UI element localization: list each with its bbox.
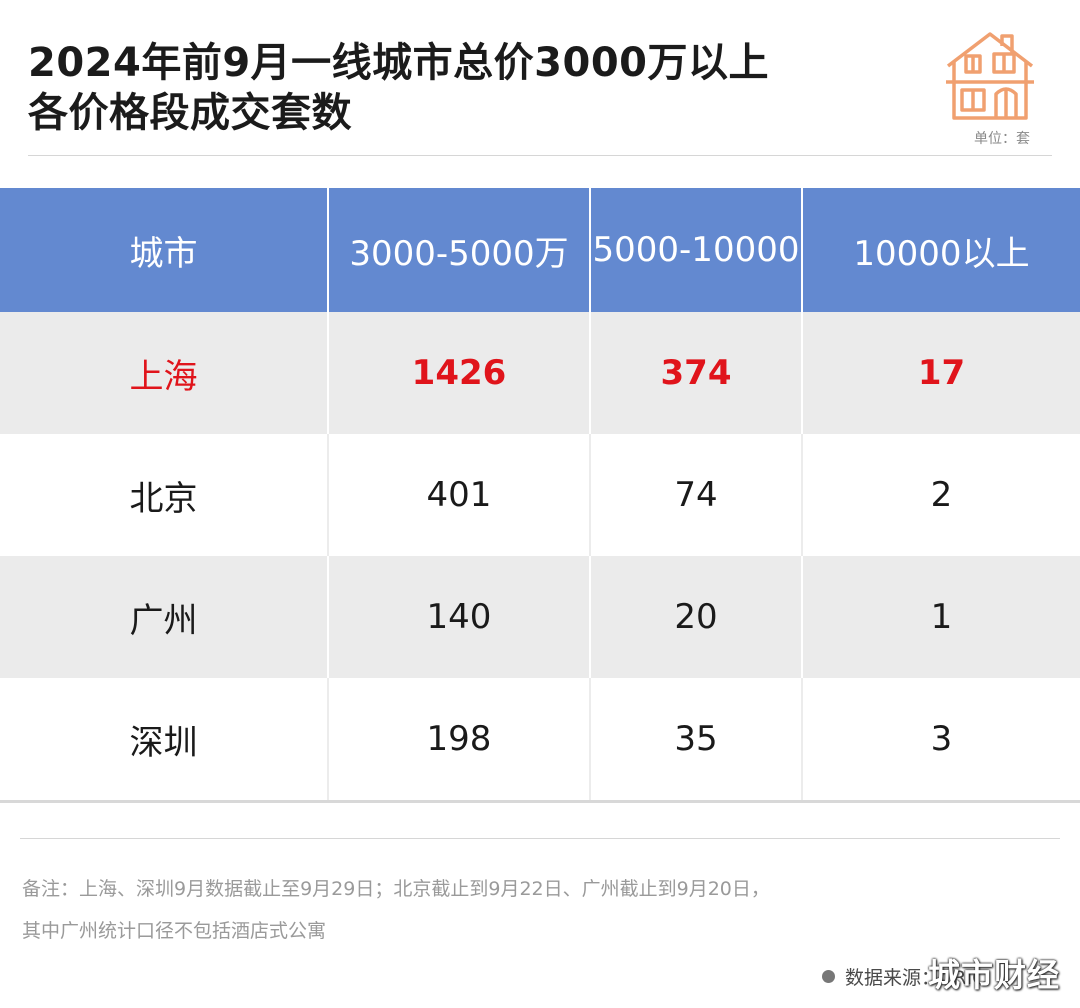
header-row: 城市 3000-5000万 5000-10000 10000以上 [0,188,1080,312]
footnote-line-1: 备注：上海、深圳9月数据截止至9月29日；北京截止到9月22日、广州截止到9月2… [22,878,770,900]
footnote-line-2: 其中广州统计口径不包括酒店式公寓 [22,920,327,942]
bullet-icon [822,970,835,983]
column-header-city: 城市 [0,188,329,312]
table-bottom-border [0,800,1080,803]
value-cell: 17 [802,312,1080,434]
value-cell: 20 [590,556,803,678]
data-source-text: 数据来源：CRIC [845,967,986,989]
value-cell: 198 [328,678,591,800]
unit-label: 单位：套 [974,131,1030,147]
table-row-shenzhen: 深圳 198 35 3 [0,678,1080,800]
value-cell: 35 [590,678,803,800]
title-divider [28,155,1052,156]
city-cell: 北京 [0,434,329,556]
value-cell: 1426 [328,312,591,434]
table-row-beijing: 北京 401 74 2 [0,434,1080,556]
chart-title: 2024年前9月一线城市总价3000万以上 各价格段成交套数 [28,38,908,138]
column-header-10000-plus: 10000以上 [802,188,1080,312]
value-cell: 2 [802,434,1080,556]
value-cell: 140 [328,556,591,678]
value-cell: 74 [590,434,803,556]
transactions-table: 城市 3000-5000万 5000-10000 10000以上 上海 1426… [0,188,1080,800]
title-line-1: 2024年前9月一线城市总价3000万以上 [28,40,769,86]
value-cell: 401 [328,434,591,556]
city-cell: 广州 [0,556,329,678]
title-line-2: 各价格段成交套数 [28,90,352,136]
brand-watermark: 城市财经 [928,956,1061,994]
footnote: 备注：上海、深圳9月数据截止至9月29日；北京截止到9月22日、广州截止到9月2… [22,868,1022,952]
column-header-5000-10000: 5000-10000 [590,188,803,312]
data-table: 城市 3000-5000万 5000-10000 10000以上 上海 1426… [0,188,1080,800]
city-cell: 上海 [0,312,329,434]
table-row-guangzhou: 广州 140 20 1 [0,556,1080,678]
footer-divider [20,838,1060,839]
table-row-shanghai: 上海 1426 374 17 [0,312,1080,434]
house-icon [946,32,1034,120]
value-cell: 374 [590,312,803,434]
data-source: 数据来源：CRIC [822,963,985,990]
column-header-3000-5000: 3000-5000万 [328,188,591,312]
value-cell: 1 [802,556,1080,678]
value-cell: 3 [802,678,1080,800]
city-cell: 深圳 [0,678,329,800]
